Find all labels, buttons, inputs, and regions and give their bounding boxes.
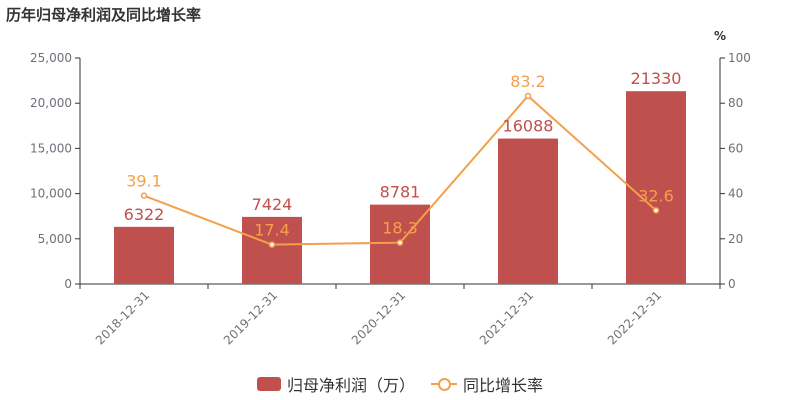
- growth-rate-point: [524, 92, 532, 100]
- bar: [114, 226, 174, 284]
- legend-line-swatch: [431, 377, 457, 391]
- bar-value-label: 21330: [631, 69, 682, 88]
- growth-rate-point: [268, 241, 276, 248]
- y-left-tick-label: 25,000: [30, 51, 72, 65]
- growth-rate-label: 32.6: [638, 186, 674, 205]
- y-right-tick-label: 80: [728, 96, 743, 110]
- growth-rate-label: 39.1: [126, 172, 162, 191]
- chart-title: 历年归母净利润及同比增长率: [6, 6, 202, 24]
- bar-value-label: 16088: [503, 117, 554, 136]
- legend-label-net-profit: 归母净利润（万）: [286, 376, 415, 395]
- bar-value-label: 6322: [124, 205, 165, 224]
- y-left-tick-label: 10,000: [30, 187, 72, 201]
- growth-rate-point: [396, 239, 404, 246]
- bar: [626, 91, 686, 284]
- y-right-tick-label: 100: [728, 51, 751, 65]
- legend-item-net-profit[interactable]: 归母净利润（万）: [256, 372, 415, 396]
- growth-rate-label: 18.3: [382, 219, 418, 238]
- x-tick-label: 2020-12-31: [349, 288, 408, 347]
- bar: [498, 138, 558, 284]
- y-right-tick-label: 60: [728, 141, 743, 155]
- legend: 归母净利润（万） 同比增长率: [0, 372, 800, 396]
- legend-item-growth-rate[interactable]: 同比增长率: [431, 372, 543, 396]
- bar-value-label: 8781: [380, 183, 421, 202]
- x-tick-label: 2022-12-31: [605, 288, 664, 347]
- growth-rate-label: 83.2: [510, 72, 546, 91]
- y-left-tick-label: 5,000: [38, 232, 72, 246]
- growth-rate-label: 17.4: [254, 221, 290, 240]
- x-tick-label: 2019-12-31: [221, 288, 280, 347]
- legend-bar-swatch: [256, 377, 281, 391]
- y-left-tick-label: 15,000: [30, 141, 72, 155]
- y-right-tick-label: 20: [728, 232, 743, 246]
- growth-rate-point: [652, 207, 660, 214]
- y-left-tick-label: 0: [64, 277, 72, 291]
- y-right-unit-label: %: [714, 29, 726, 43]
- y-left-tick-label: 20,000: [30, 96, 72, 110]
- bar: [242, 216, 302, 284]
- x-tick-label: 2021-12-31: [477, 288, 536, 347]
- y-right-tick-label: 0: [728, 277, 736, 291]
- x-tick-label: 2018-12-31: [93, 288, 152, 347]
- legend-label-growth-rate: 同比增长率: [463, 376, 544, 395]
- y-right-tick-label: 40: [728, 187, 743, 201]
- growth-rate-point: [140, 192, 148, 199]
- bar-value-label: 7424: [252, 195, 293, 214]
